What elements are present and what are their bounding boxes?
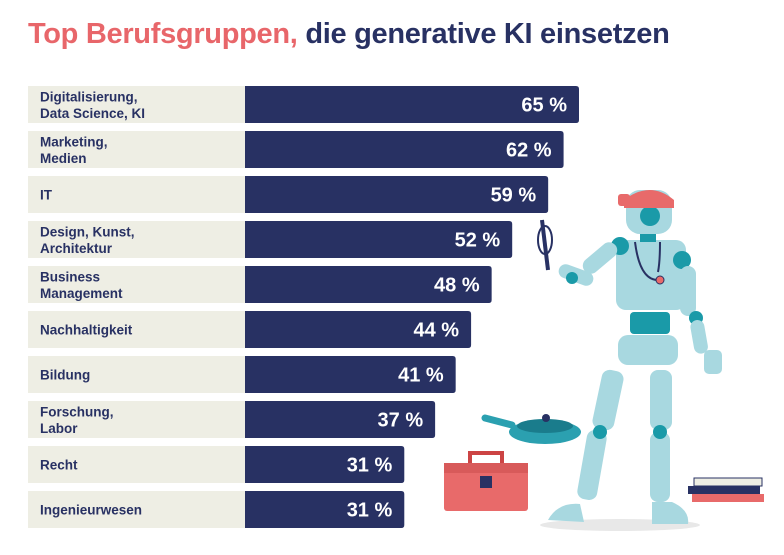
category-label: Bildung [40, 368, 90, 383]
value-label: 37 % [378, 410, 424, 432]
bar [245, 491, 405, 528]
value-label: 59 % [491, 185, 537, 207]
bar [245, 356, 456, 393]
robot-doctor-icon [444, 190, 764, 531]
bar [245, 311, 472, 348]
bar [245, 176, 549, 213]
category-label: Recht [40, 458, 78, 473]
category-label-bg [28, 176, 245, 213]
category-label: Ingenieurwesen [40, 503, 142, 518]
category-label-bg [28, 266, 245, 303]
value-label: 65 % [521, 95, 567, 117]
chart-title: Top Berufsgruppen, die generative KI ein… [28, 18, 670, 51]
toolbox-icon [444, 451, 528, 511]
bar [245, 446, 405, 483]
whisk-icon [537, 219, 553, 271]
books-icon [688, 477, 764, 502]
category-label: Nachhaltigkeit [40, 323, 133, 338]
bar [245, 221, 513, 258]
category-label-bg [28, 221, 245, 258]
bar [245, 131, 564, 168]
value-label: 31 % [347, 455, 393, 477]
pan-icon [481, 414, 581, 444]
bar [245, 266, 492, 303]
bar [245, 86, 579, 123]
category-label: Digitalisierung, Data Science, KI [40, 89, 145, 121]
category-label-bg [28, 401, 245, 438]
category-label: Marketing, Medien [40, 134, 108, 166]
title-highlight: Top Berufsgruppen, [28, 18, 298, 50]
category-label-bg [28, 491, 245, 528]
title-rest: die generative KI einsetzen [297, 18, 670, 50]
category-label-bg [28, 356, 245, 393]
category-label: Business Management [40, 269, 123, 301]
value-label: 41 % [398, 365, 444, 387]
category-label: Forschung, Labor [40, 404, 114, 436]
category-label-bg [28, 86, 245, 123]
value-label: 48 % [434, 275, 480, 297]
category-label-bg [28, 446, 245, 483]
value-label: 62 % [506, 140, 552, 162]
category-label-bg [28, 131, 245, 168]
category-label: Design, Kunst, Architektur [40, 224, 135, 256]
category-label-bg [28, 311, 245, 348]
value-label: 31 % [347, 500, 393, 522]
value-label: 44 % [413, 320, 459, 342]
value-label: 52 % [455, 230, 501, 252]
category-label: IT [40, 188, 53, 203]
bar [245, 401, 436, 438]
